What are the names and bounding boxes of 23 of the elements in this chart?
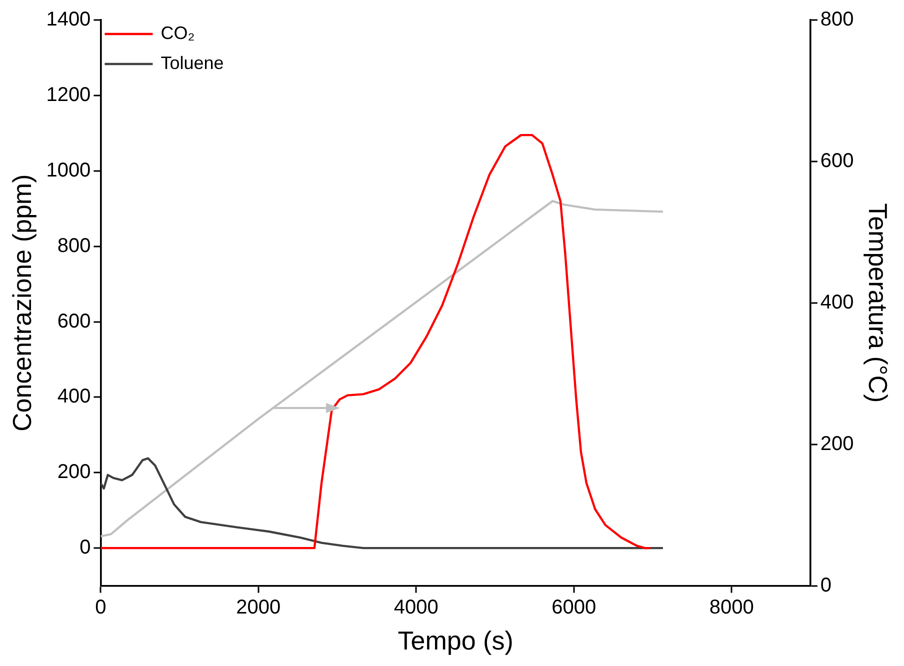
- y-tick-label: 400: [57, 386, 91, 408]
- y-tick-label: 0: [80, 536, 91, 559]
- y-tick-label: 200: [57, 461, 91, 484]
- x-axis-title: Tempo (s): [398, 626, 514, 656]
- y2-tick-label: 0: [820, 574, 832, 596]
- y2-axis-title: Temperatura (°C): [863, 203, 894, 403]
- x-tick-label: 4000: [394, 596, 438, 618]
- y-tick-label: 600: [57, 310, 91, 332]
- y-tick-label: 1000: [46, 159, 91, 182]
- y2-tick-label: 200: [820, 432, 854, 455]
- x-tick-label: 8000: [709, 596, 754, 618]
- legend-label: Toluene: [160, 52, 224, 73]
- y2-tick-label: 800: [820, 8, 854, 31]
- y2-tick-label: 600: [820, 150, 854, 172]
- x-tick-label: 2000: [236, 596, 281, 618]
- y-tick-label: 800: [57, 234, 91, 257]
- y-axis-title: Concentrazione (ppm): [6, 174, 37, 432]
- legend-label: CO₂: [160, 22, 195, 43]
- y-tick-label: 1400: [46, 8, 91, 31]
- y-tick-label: 1200: [46, 84, 91, 106]
- y2-tick-label: 400: [820, 291, 854, 314]
- x-tick-label: 0: [95, 596, 106, 618]
- x-tick-label: 6000: [552, 596, 596, 618]
